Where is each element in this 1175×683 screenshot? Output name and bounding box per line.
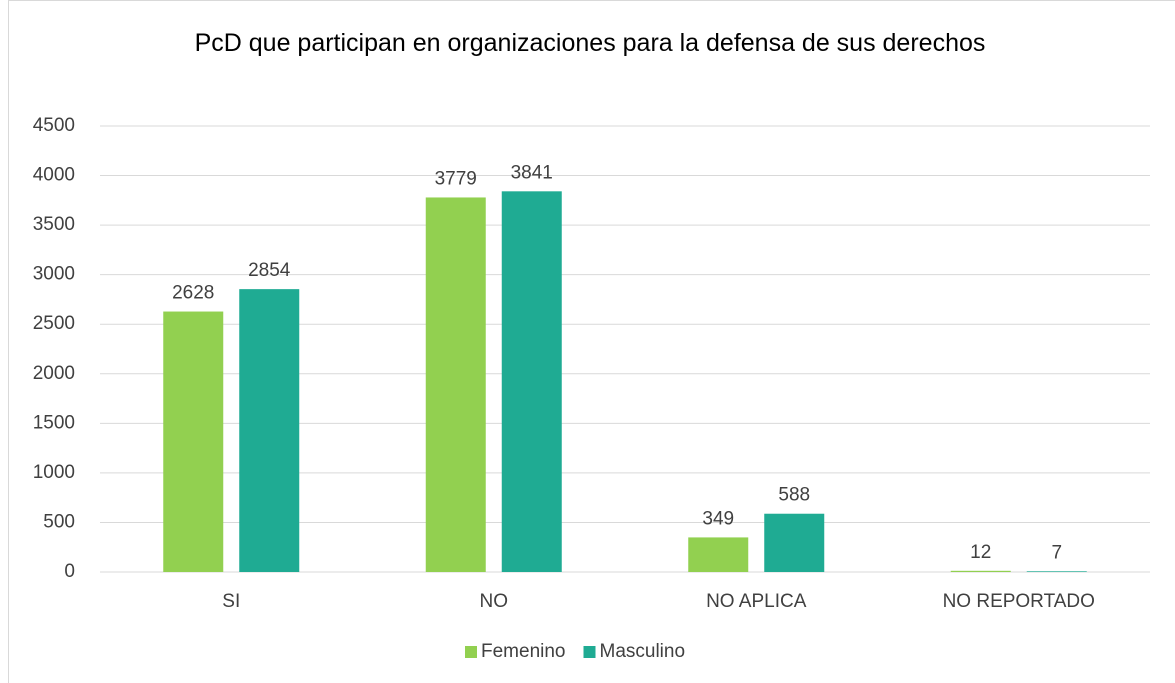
legend-label: Masculino [600, 641, 686, 662]
data-label: 7 [1051, 542, 1062, 563]
y-tick-label: 1000 [33, 462, 75, 483]
y-tick-label: 2000 [33, 363, 75, 384]
data-label: 2854 [248, 260, 291, 281]
y-tick-label: 3500 [33, 214, 75, 235]
data-label: 588 [778, 485, 810, 506]
y-tick-label: 4500 [33, 115, 75, 136]
bar [688, 537, 749, 572]
y-tick-label: 2500 [33, 313, 75, 334]
legend-label: Femenino [481, 641, 566, 662]
x-tick-label: SI [222, 591, 240, 612]
data-label: 12 [970, 542, 991, 563]
y-tick-label: 0 [64, 561, 75, 582]
x-tick-label: NO APLICA [706, 591, 807, 612]
legend-swatch [465, 646, 477, 658]
y-tick-label: 4000 [33, 165, 75, 186]
bar [501, 191, 562, 573]
y-tick-label: 500 [43, 511, 75, 532]
x-tick-label: NO [480, 591, 509, 612]
chart-title: PcD que participan en organizaciones par… [194, 29, 986, 57]
bar [950, 570, 1011, 572]
y-tick-label: 1500 [33, 412, 75, 433]
bar [239, 289, 300, 572]
data-label: 349 [702, 508, 734, 529]
bar [425, 197, 486, 572]
x-tick-label: NO REPORTADO [943, 591, 1095, 612]
bar [1026, 571, 1087, 572]
bar [163, 311, 224, 572]
data-label: 2628 [172, 283, 214, 304]
legend-swatch [583, 646, 596, 658]
data-label: 3779 [435, 168, 477, 189]
data-label: 3841 [511, 162, 553, 183]
y-tick-label: 3000 [33, 264, 75, 285]
chart-border [8, 0, 1175, 683]
bar [764, 513, 825, 572]
